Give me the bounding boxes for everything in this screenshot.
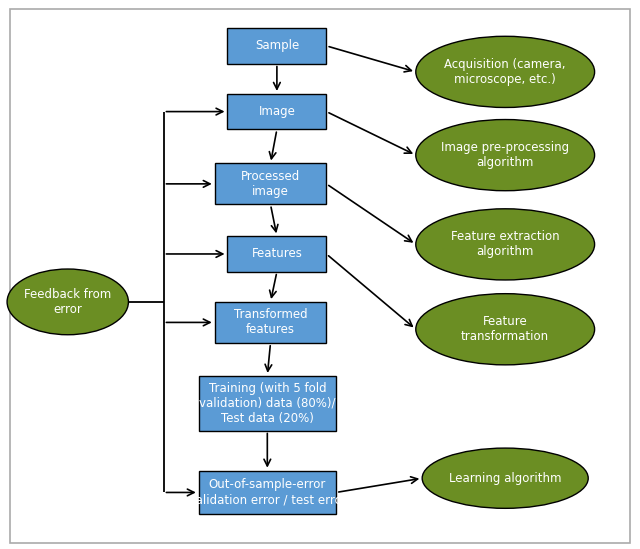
Ellipse shape [416,294,595,365]
Text: Learning algorithm: Learning algorithm [449,472,561,485]
Text: Image: Image [259,105,295,118]
FancyBboxPatch shape [227,28,326,64]
Text: Acquisition (camera,
microscope, etc.): Acquisition (camera, microscope, etc.) [444,58,566,86]
FancyBboxPatch shape [227,236,326,272]
Text: Feature
transformation: Feature transformation [461,315,549,343]
FancyBboxPatch shape [198,470,336,514]
Ellipse shape [7,269,129,335]
Text: Features: Features [252,248,302,260]
FancyBboxPatch shape [214,164,326,204]
Ellipse shape [422,448,588,508]
Ellipse shape [416,209,595,280]
Text: Feedback from
error: Feedback from error [24,288,111,316]
FancyBboxPatch shape [227,94,326,130]
Text: Transformed
features: Transformed features [234,309,307,337]
Text: Sample: Sample [255,40,299,52]
Text: Processed
image: Processed image [241,170,300,198]
Ellipse shape [416,120,595,191]
Text: Out-of-sample-error
(validation error / test error): Out-of-sample-error (validation error / … [184,478,351,506]
FancyBboxPatch shape [198,376,336,430]
FancyBboxPatch shape [214,302,326,343]
Ellipse shape [416,36,595,108]
Text: Feature extraction
algorithm: Feature extraction algorithm [451,231,559,259]
Text: Training (with 5 fold
validation) data (80%)/
Test data (20%): Training (with 5 fold validation) data (… [199,382,335,425]
Text: Image pre-processing
algorithm: Image pre-processing algorithm [441,141,569,169]
